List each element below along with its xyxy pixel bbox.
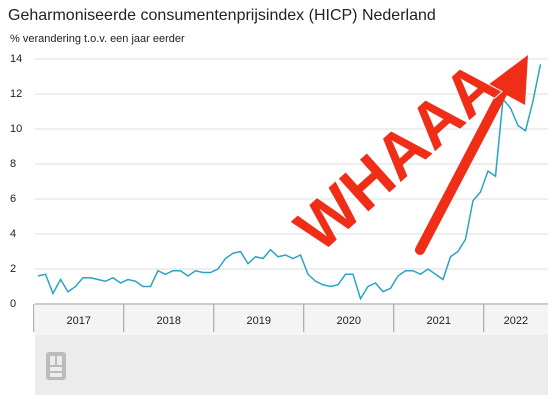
- chart-subtitle: % verandering t.o.v. een jaar eerder: [10, 33, 185, 45]
- footer: [35, 335, 548, 395]
- x-tick-label: 2017: [67, 315, 91, 327]
- y-tick-label: 4: [10, 228, 16, 240]
- chart-title: Geharmoniseerde consumentenprijsindex (H…: [8, 7, 436, 24]
- annotation: WHAAA: [281, 47, 511, 265]
- arrow: [415, 77, 513, 255]
- x-tick-label: 2019: [247, 315, 271, 327]
- y-tick-label: 0: [10, 298, 16, 310]
- arrow-head: [488, 55, 528, 105]
- line: [37, 64, 542, 301]
- y-tick-label: 14: [10, 53, 22, 65]
- y-tick-label: 12: [10, 88, 22, 100]
- overlay: WHAAA: [280, 46, 528, 266]
- logo: [46, 352, 66, 380]
- x-tick-label: 2021: [427, 315, 451, 327]
- y-tick-label: 2: [10, 263, 16, 275]
- y-tick-label: 6: [10, 193, 16, 205]
- plot: 0 2 4 6 8 10 12 14 2017 2018 2019 2020 2021 2022: [10, 53, 548, 332]
- x-tick-label: 2018: [157, 315, 181, 327]
- y-tick-label: 10: [10, 123, 22, 135]
- y-tick-label: 8: [10, 158, 16, 170]
- x-tick-label: 2020: [337, 315, 361, 327]
- x-tick-label: 2022: [504, 315, 528, 327]
- x-axis-band: [35, 305, 548, 335]
